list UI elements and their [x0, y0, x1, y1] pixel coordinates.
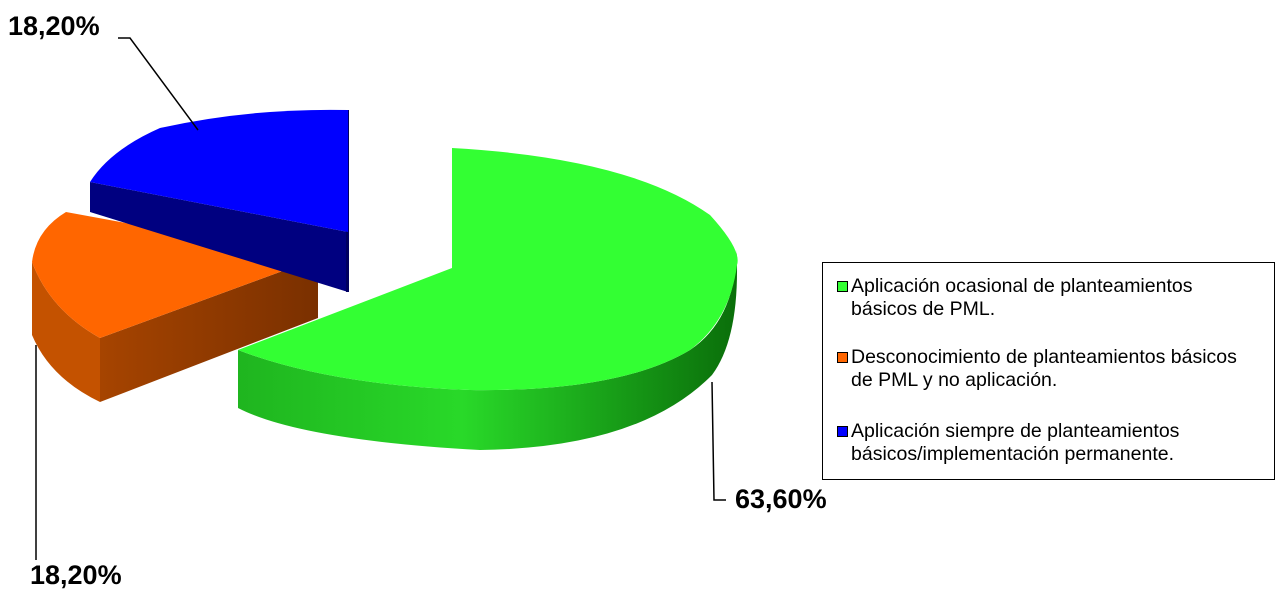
pie-slice-aplicacion-siempre: [90, 109, 349, 292]
pie-slice-desconocimiento: [32, 212, 318, 402]
legend-item-aplicacion-siempre: Aplicación siempre de planteamientos bás…: [837, 420, 1271, 466]
green-slice-side: [238, 250, 738, 450]
legend-item-desconocimiento: Desconocimiento de planteamientos básico…: [837, 346, 1271, 392]
legend-label: Aplicación siempre de planteamientos bás…: [851, 420, 1180, 465]
chart-legend: Aplicación ocasional de planteamientos b…: [822, 262, 1275, 480]
legend-label: Desconocimiento de planteamientos básico…: [851, 346, 1237, 391]
orange-slice-inner-side: [100, 258, 318, 402]
leader-line-green: [711, 381, 726, 501]
orange-slice-top: [32, 212, 318, 338]
blue-slice-front-side: [90, 182, 348, 292]
legend-swatch-orange: [837, 352, 848, 363]
pie-slice-aplicacion-ocasional: [238, 148, 738, 450]
legend-label: Aplicación ocasional de planteamientos b…: [851, 275, 1193, 320]
orange-slice-outer-side: [32, 262, 100, 402]
legend-swatch-blue: [837, 426, 848, 437]
blue-slice-top: [90, 109, 348, 232]
legend-item-aplicacion-ocasional: Aplicación ocasional de planteamientos b…: [837, 275, 1271, 321]
data-label-orange: 18,20%: [30, 560, 122, 590]
data-label-green: 63,60%: [735, 484, 827, 514]
leader-line-blue: [118, 37, 199, 131]
data-label-blue: 18,20%: [8, 11, 100, 41]
green-slice-top: [238, 148, 738, 391]
legend-swatch-green: [837, 281, 848, 292]
